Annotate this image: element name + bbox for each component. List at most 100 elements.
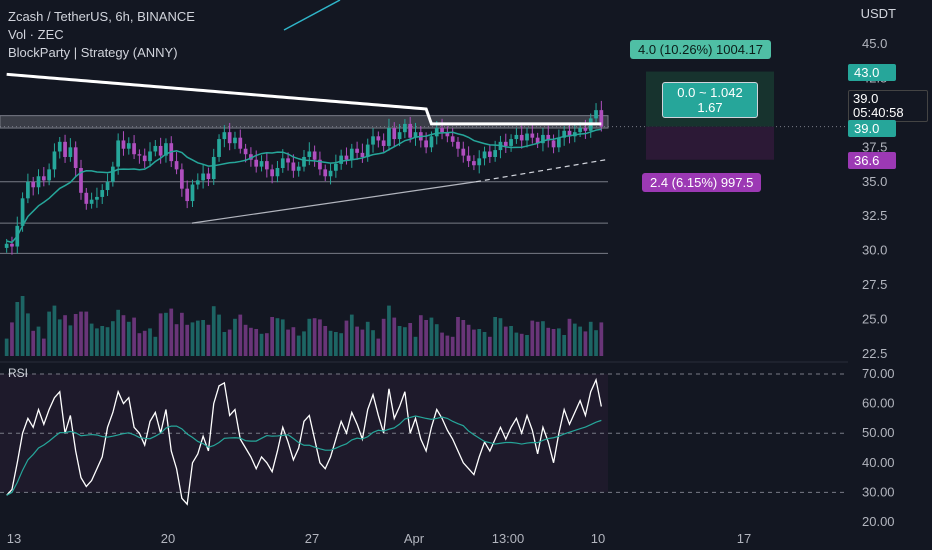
candle-body <box>126 143 131 149</box>
volume-bar <box>211 306 216 356</box>
candle-body <box>525 133 529 141</box>
candle-body <box>153 145 158 152</box>
candle-body <box>376 136 381 141</box>
time-tick-label: 13 <box>7 531 21 546</box>
candle-body <box>121 140 126 149</box>
risk-reward-box[interactable]: 0.0 ~ 1.042 1.67 <box>662 82 758 118</box>
candle-body <box>334 163 338 171</box>
symbol-title[interactable]: Zcash / TetherUS, 6h, BINANCE <box>8 9 195 24</box>
candle-body <box>387 128 391 146</box>
candle-body <box>57 141 62 152</box>
volume-bar <box>201 320 205 356</box>
volume-bar <box>142 330 147 356</box>
volume-bar <box>392 317 397 356</box>
time-tick-label: Apr <box>404 531 425 546</box>
volume-bar <box>349 314 354 356</box>
volume-bar <box>291 327 296 356</box>
candle-body <box>429 136 434 148</box>
target-label[interactable]: 4.0 (10.26%) 1004.17 <box>630 40 772 59</box>
stop-label[interactable]: 2.4 (6.15%) 997.5 <box>642 173 762 192</box>
price-tick-label: 35.0 <box>862 174 887 189</box>
candle-body <box>594 110 598 119</box>
volume-bar <box>594 330 598 356</box>
volume-bar <box>121 315 126 356</box>
volume-bars <box>4 296 604 356</box>
current-price-tag: 39.0 05:40:58 <box>848 90 928 122</box>
candle-body <box>408 123 413 138</box>
candle-body <box>185 188 190 202</box>
candlestick-series <box>4 100 604 255</box>
volume-bar <box>572 323 577 356</box>
candle-body <box>89 199 94 204</box>
fast-moving-average <box>6 128 602 244</box>
volume-bar <box>567 318 572 356</box>
volume-bar <box>318 319 322 356</box>
volume-bar <box>472 329 476 356</box>
time-tick-label: 17 <box>737 531 751 546</box>
volume-bar <box>52 305 57 356</box>
volume-bar <box>413 336 418 356</box>
volume-bar <box>403 327 407 356</box>
volume-bar <box>110 321 115 356</box>
candle-body <box>461 148 466 156</box>
candle-body <box>158 145 163 156</box>
bar-countdown: 05:40:58 <box>853 105 904 120</box>
candle-body <box>137 154 142 156</box>
volume-bar <box>546 327 551 356</box>
candle-body <box>514 134 519 140</box>
volume-bar <box>153 336 158 356</box>
candle-body <box>291 162 296 171</box>
candle-body <box>211 156 216 180</box>
candle-body <box>174 161 179 170</box>
volume-bar <box>355 326 359 356</box>
volume-bar <box>84 311 89 356</box>
candle-body <box>222 132 227 140</box>
candle-body <box>535 137 540 144</box>
candle-body <box>599 110 604 127</box>
sl-price-tag: 36.6 <box>848 152 896 169</box>
volume-bar <box>100 326 105 356</box>
volume-bar <box>217 314 221 356</box>
rsi-tick-label: 20.00 <box>862 514 895 529</box>
volume-bar <box>31 330 36 356</box>
volume-bar <box>514 332 519 356</box>
current-price-value: 39.0 <box>853 91 879 106</box>
rsi-tick-label: 50.00 <box>862 425 895 440</box>
candle-body <box>557 137 561 148</box>
candle-body <box>312 151 317 160</box>
volume-indicator-label[interactable]: Vol · ZEC <box>8 27 64 42</box>
candle-body <box>413 132 418 138</box>
candle-body <box>583 128 588 131</box>
price-tick-label: 30.0 <box>862 243 887 258</box>
currency-label: USDT <box>860 6 896 21</box>
volume-bar <box>530 320 535 356</box>
rsi-indicator-label[interactable]: RSI <box>8 366 29 380</box>
volume-bar <box>275 318 280 356</box>
volume-bar <box>174 324 179 356</box>
volume-bar <box>493 317 498 356</box>
volume-bar <box>562 335 567 356</box>
time-tick-label: 27 <box>305 531 319 546</box>
volume-bar <box>376 338 381 356</box>
candle-body <box>68 147 73 157</box>
candle-body <box>195 180 200 185</box>
time-axis: 13 20 27 Apr 13:00 10 17 <box>7 531 751 546</box>
volume-bar <box>323 326 328 356</box>
volume-bar <box>15 302 20 356</box>
rsi-moving-average <box>6 415 602 496</box>
volume-bar <box>89 323 94 356</box>
volume-bar <box>408 323 413 356</box>
trend-line <box>191 181 477 224</box>
volume-bar <box>509 326 513 356</box>
candle-body <box>217 139 221 157</box>
candle-body <box>381 140 386 146</box>
volume-bar <box>222 332 227 356</box>
volume-bar <box>440 332 444 356</box>
volume-bar <box>116 309 121 356</box>
volume-bar <box>26 313 30 356</box>
strategy-label[interactable]: BlockParty | Strategy (ANNY) <box>8 45 178 60</box>
volume-bar <box>578 326 582 356</box>
candle-body <box>73 147 78 168</box>
price-tick-label: 22.5 <box>862 346 887 361</box>
